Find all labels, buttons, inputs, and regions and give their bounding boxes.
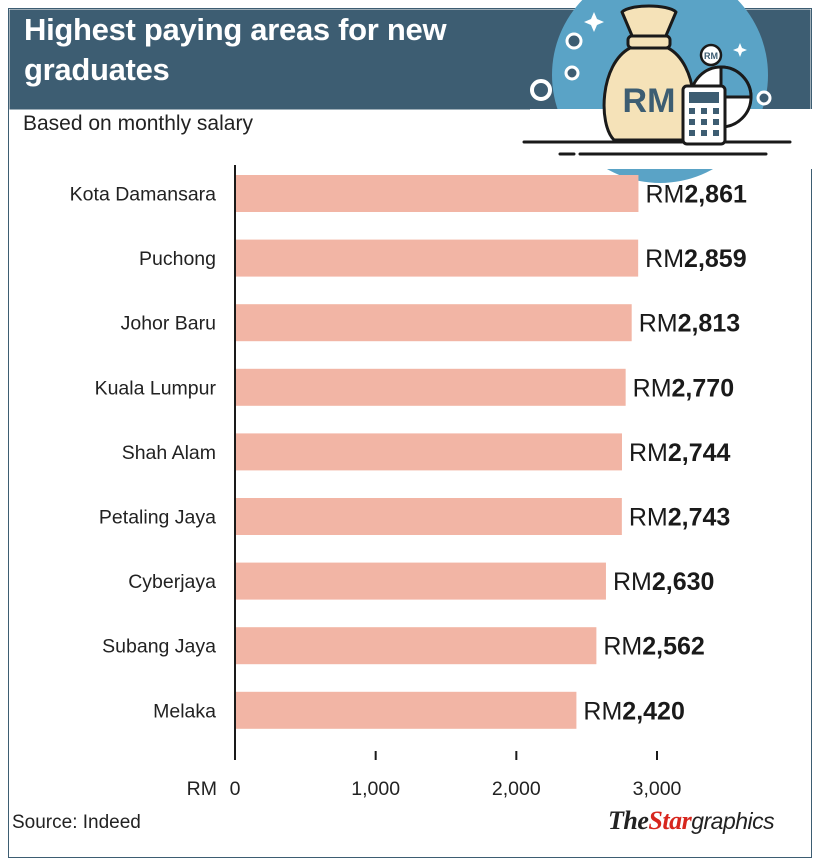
bag-label: RM: [623, 82, 676, 120]
bar: [236, 691, 577, 729]
value-label: RM2,420: [583, 697, 684, 725]
value-prefix: RM: [613, 568, 652, 596]
category-label: Puchong: [139, 248, 216, 270]
category-label: Subang Jaya: [102, 636, 216, 658]
category-label: Kota Damansara: [70, 184, 216, 206]
x-tick-label: 0: [230, 778, 241, 800]
value-label: RM2,630: [613, 568, 714, 596]
x-axis: 0 1,000 2,000 3,000 RM: [187, 751, 682, 800]
value-prefix: RM: [603, 633, 642, 661]
bar: [236, 627, 597, 665]
page-title: Highest paying areas for new graduates: [24, 12, 447, 87]
bar: [236, 239, 639, 277]
value-number: 2,813: [678, 310, 741, 338]
value-label: RM2,813: [639, 310, 740, 338]
chart-subtitle: Based on monthly salary: [23, 112, 253, 135]
value-number: 2,630: [652, 568, 715, 596]
value-label: RM2,861: [645, 181, 747, 209]
x-axis-label: RM: [187, 778, 217, 800]
x-tick-label: 2,000: [492, 778, 541, 800]
value-number: 2,770: [672, 374, 735, 402]
value-prefix: RM: [629, 504, 668, 532]
value-label: RM2,859: [645, 245, 746, 273]
x-tick-label: 1,000: [351, 778, 400, 800]
value-prefix: RM: [629, 439, 668, 467]
value-label: RM2,770: [633, 374, 734, 402]
brand-graphics: graphics: [691, 808, 775, 834]
value-prefix: RM: [645, 181, 684, 209]
value-prefix: RM: [639, 310, 678, 338]
brand-star: Star: [648, 806, 692, 835]
category-label: Cyberjaya: [128, 571, 216, 593]
brand-logo: TheStargraphics: [608, 806, 775, 836]
value-number: 2,420: [622, 697, 685, 725]
brand-the: The: [608, 806, 649, 835]
value-prefix: RM: [633, 374, 672, 402]
value-number: 2,744: [668, 439, 731, 467]
bar: [236, 433, 622, 471]
value-prefix: RM: [645, 245, 684, 273]
value-number: 2,562: [642, 633, 705, 661]
bar: [236, 175, 639, 212]
category-label: Kuala Lumpur: [95, 377, 217, 399]
value-prefix: RM: [583, 697, 622, 725]
category-label: Johor Baru: [121, 313, 216, 335]
bar: [236, 368, 626, 406]
category-label: Melaka: [153, 700, 216, 722]
bar: [236, 498, 622, 535]
bar: [236, 304, 632, 342]
x-tick-label: 3,000: [633, 778, 682, 800]
coin-label: RM: [704, 51, 718, 61]
value-number: 2,861: [684, 181, 747, 209]
category-label: Petaling Jaya: [99, 507, 216, 529]
category-label: Shah Alam: [122, 442, 216, 464]
value-label: RM2,743: [629, 504, 730, 532]
value-label: RM2,744: [629, 439, 731, 467]
bar: [236, 562, 606, 600]
source-note: Source: Indeed: [12, 812, 141, 833]
value-number: 2,859: [684, 245, 747, 273]
value-label: RM2,562: [603, 633, 704, 661]
value-number: 2,743: [668, 504, 731, 532]
